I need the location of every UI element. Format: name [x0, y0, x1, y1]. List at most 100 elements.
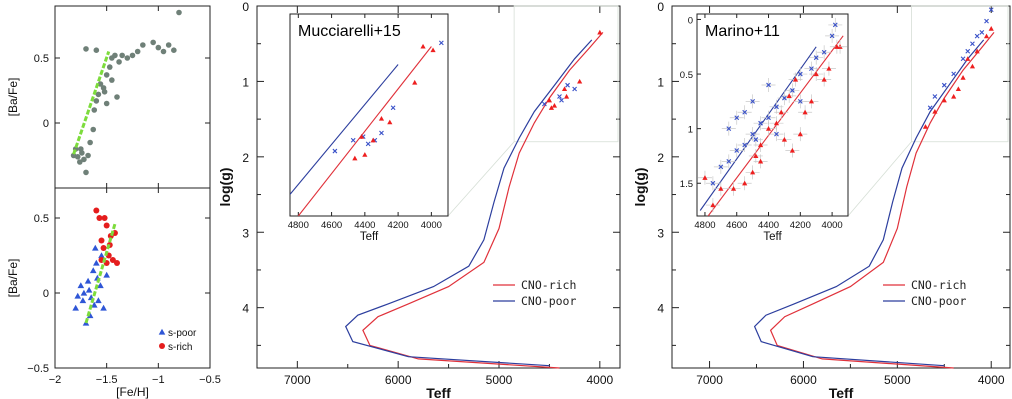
plot-frame: [256, 5, 621, 369]
data-point: [98, 237, 105, 244]
inset-star-cross: [797, 98, 803, 104]
y-tick-label: 2: [657, 151, 664, 165]
inset-line-cno-rich: [707, 35, 844, 216]
panel-ba-fe-top: 0 0.5 [Ba/Fe]: [6, 5, 211, 189]
star-triangle: [951, 93, 957, 99]
data-point: [103, 100, 110, 107]
star-triangle: [974, 48, 980, 54]
star-cross: [960, 56, 966, 62]
data-point: [109, 257, 116, 263]
data-point: [109, 77, 115, 83]
inset-star-triangle: [718, 186, 724, 191]
y-tick-label: 0: [43, 118, 49, 130]
data-point: [74, 292, 82, 299]
data-point: [72, 304, 79, 311]
star-cross: [559, 97, 564, 103]
y-tick-label: 0.5: [34, 213, 49, 225]
star-cross: [970, 41, 975, 47]
inset-star-triangle: [757, 142, 764, 148]
inset-x-tick-label: 4600: [726, 220, 747, 231]
star-triangle: [969, 63, 976, 69]
star-triangle: [932, 108, 938, 114]
star-triangle: [577, 78, 583, 84]
inset-plot-area: [697, 17, 848, 216]
inset-y-tick-label: 1: [688, 125, 693, 136]
data-point: [97, 81, 104, 87]
x-tick-label: 5000: [486, 373, 513, 387]
star-cross: [572, 86, 578, 92]
y-axis-label: log(g): [217, 168, 233, 207]
inset-star-cross: [734, 115, 740, 121]
data-point: [87, 139, 93, 146]
inset-star-cross: [789, 88, 795, 93]
panel-marino: 0 1 2 3 4 7000 6000 5000 4000 log(g) Teff CNO-rich C…: [632, 0, 1011, 399]
inset-y-tick-label: 1.5: [680, 179, 693, 190]
data-point: [114, 94, 120, 100]
legend-label: CNO-rich: [911, 278, 966, 292]
star-cross: [565, 82, 570, 88]
data-point: [92, 244, 99, 251]
data-point: [101, 89, 108, 95]
inset-line-cno-poor: [290, 64, 399, 195]
data-point: [112, 52, 118, 59]
inset-star-cross: [742, 109, 748, 115]
panel-mucciarelli: 0 1 2 3 4 7000 6000 5000 4000 log(g) Teff CNO-rich C…: [217, 0, 621, 399]
data-point: [90, 301, 98, 308]
data-point: [83, 169, 89, 176]
y-tick-label: 1: [242, 75, 249, 89]
inset-x-tick-label: 4600: [321, 220, 342, 231]
data-point: [84, 277, 92, 284]
inset-y-tick-label: 0.5: [680, 70, 693, 81]
data-point: [155, 44, 162, 51]
inset-star-triangle: [834, 44, 840, 49]
y-tick-label: 4: [657, 302, 664, 316]
inset-star-cross: [829, 33, 835, 39]
inset-star-triangle: [370, 137, 376, 143]
inset-star-triangle: [710, 202, 716, 208]
inset-star-triangle: [813, 71, 819, 77]
star-cross: [984, 18, 989, 24]
inset-line-cno-rich: [297, 46, 432, 216]
x-tick-label: 6000: [790, 373, 817, 387]
data-point: [85, 286, 93, 293]
x-tick-label: 6000: [385, 373, 412, 387]
inset-star-triangle: [786, 93, 792, 98]
data-point: [103, 72, 110, 78]
inset-plot-area: [290, 40, 444, 216]
inset-star-cross: [742, 142, 748, 148]
inset-star-triangle: [362, 152, 368, 157]
data-point: [100, 304, 107, 311]
inset-star-cross: [350, 137, 356, 143]
data-point: [93, 259, 100, 266]
fit-line: [72, 51, 111, 155]
star-cross: [941, 82, 947, 88]
x-axis-label: Teff: [426, 385, 451, 399]
data-point: [124, 55, 131, 61]
inset-star-triangle: [808, 98, 815, 104]
inset-star-triangle: [420, 43, 426, 49]
inset-x-tick-label: 4000: [822, 220, 843, 231]
inset-star-cross: [774, 104, 779, 110]
star-cross: [988, 7, 994, 13]
inset-star-triangle: [753, 153, 759, 159]
inset-star-cross: [782, 95, 787, 101]
zoom-region: [513, 5, 619, 143]
plot-frame: [671, 5, 1011, 369]
panel-ba-fe-bottom: −0.5 0 0.5 −2 −1.5 −1 −0.5 [Ba/Fe] [Fe/H] s-poor s…: [6, 187, 221, 399]
y-axis-label: [Ba/Fe]: [6, 259, 20, 298]
data-point: [93, 207, 100, 214]
x-tick-label: 7000: [284, 373, 311, 387]
data-point: [86, 312, 94, 319]
isochrone-cno-rich: [362, 32, 604, 369]
data-point: [74, 154, 81, 160]
zoom-connector: [447, 141, 515, 217]
data-point: [114, 260, 120, 266]
data-point: [77, 159, 83, 165]
data-point: [96, 215, 103, 221]
inset-star-cross: [766, 115, 771, 121]
star-triangle: [922, 124, 929, 129]
star-triangle: [960, 75, 966, 80]
inset-star-cross: [379, 130, 384, 136]
data-point: [90, 126, 97, 133]
y-tick-label: 0: [242, 0, 249, 14]
